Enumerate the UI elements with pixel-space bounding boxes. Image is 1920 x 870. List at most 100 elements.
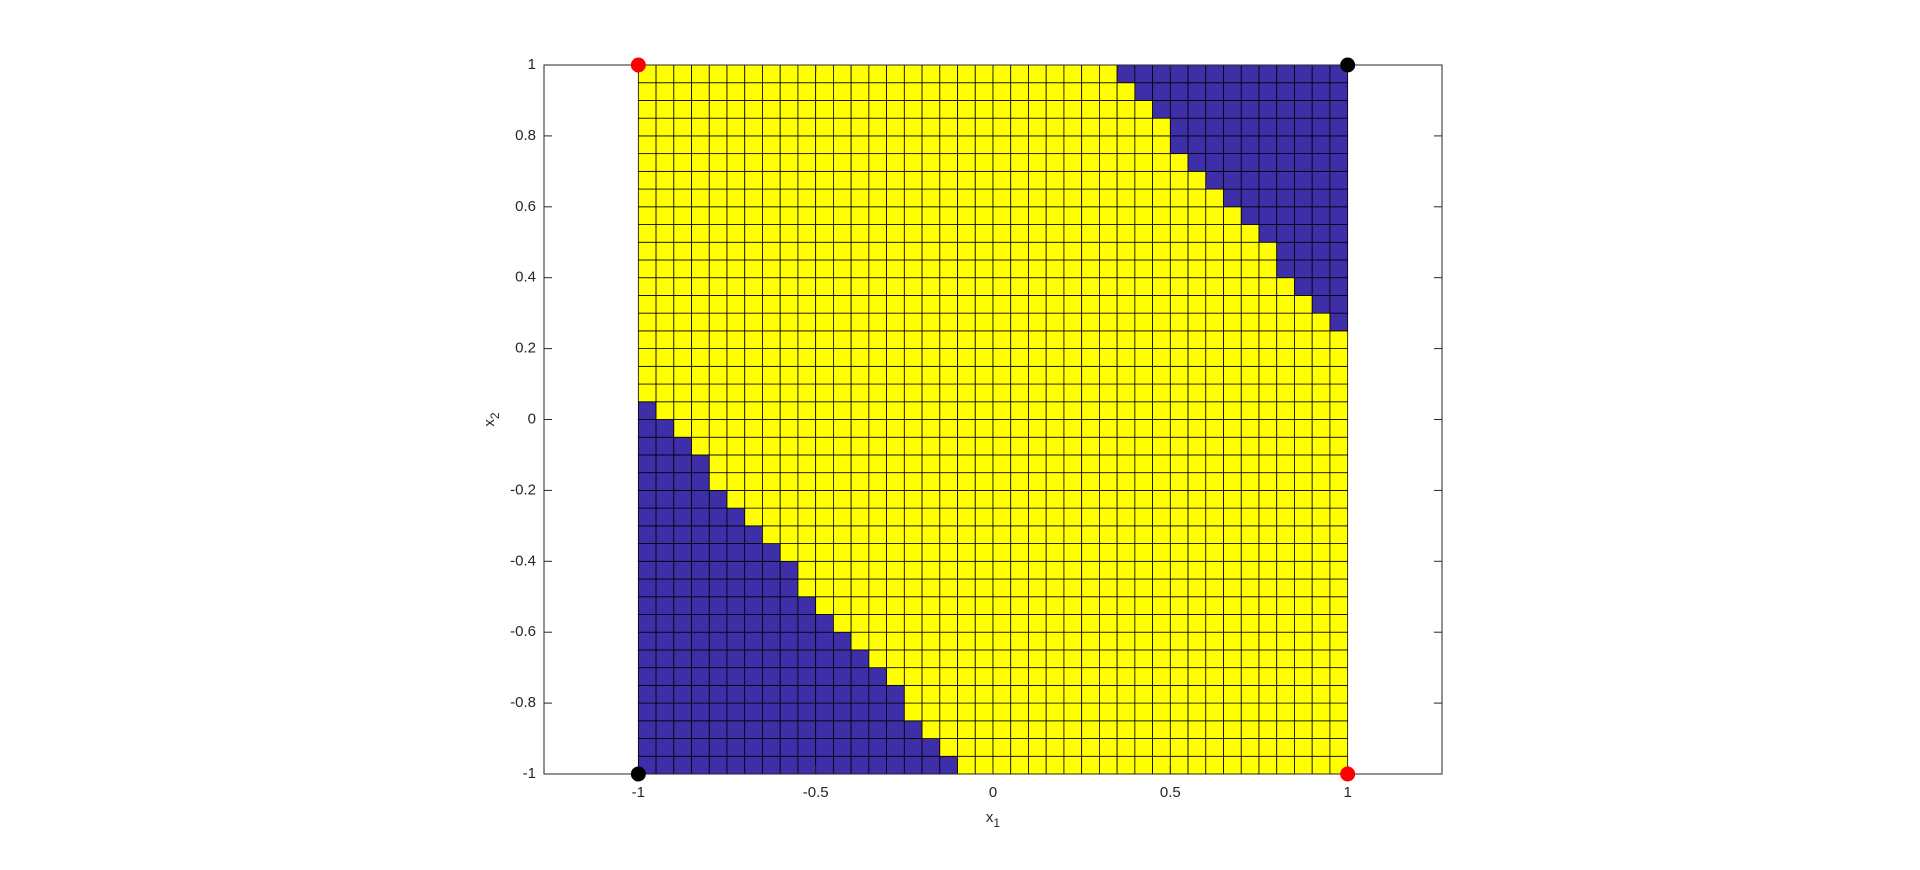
cell (957, 684, 976, 704)
cell (779, 277, 799, 296)
cell (1098, 82, 1118, 101)
cell (1276, 578, 1295, 598)
cell (1276, 489, 1295, 509)
cell (1028, 507, 1047, 527)
cell (673, 720, 692, 739)
cell (1063, 578, 1083, 598)
cell (939, 436, 958, 456)
cell (673, 543, 692, 562)
cell (708, 259, 728, 279)
cell (868, 472, 888, 491)
cell (1294, 383, 1313, 403)
cell (903, 365, 923, 385)
y-tick-label: 0.8 (515, 127, 536, 144)
cell (1045, 560, 1065, 580)
cell (797, 117, 817, 137)
cell (1240, 472, 1260, 491)
cell (726, 170, 746, 190)
cell (637, 472, 657, 491)
cell (708, 631, 728, 651)
cell (1205, 454, 1224, 474)
cell (850, 330, 870, 350)
cell (1205, 649, 1224, 669)
cell (637, 419, 657, 438)
cell (1028, 738, 1047, 757)
cell (1223, 224, 1242, 243)
cell (1010, 153, 1029, 172)
cell (868, 738, 888, 757)
cell (691, 188, 710, 208)
cell (992, 330, 1012, 350)
cell (1169, 454, 1189, 474)
cell (1276, 507, 1295, 527)
cell (850, 100, 870, 119)
cell (1010, 348, 1029, 367)
cell (1134, 667, 1153, 686)
cell (762, 738, 781, 757)
cell (1311, 614, 1331, 633)
cell (868, 401, 888, 420)
cell (921, 684, 941, 704)
cell (1276, 419, 1295, 438)
cell (1329, 507, 1349, 527)
cell (1311, 206, 1331, 225)
cell (779, 312, 799, 332)
cell (673, 64, 692, 84)
cell (1098, 507, 1118, 527)
cell (833, 596, 852, 615)
cell (1152, 241, 1171, 261)
cell (868, 82, 888, 101)
cell (726, 365, 746, 385)
cell (815, 82, 834, 101)
cell (637, 383, 657, 403)
cell (1169, 365, 1189, 385)
cell (921, 312, 941, 332)
cell (1205, 295, 1224, 314)
cell (726, 188, 746, 208)
cell (691, 720, 710, 739)
cell (992, 365, 1012, 385)
cell (762, 330, 781, 350)
y-axis-label-subscript: 2 (488, 412, 502, 419)
cell (1028, 135, 1047, 155)
cell (762, 348, 781, 367)
cell (1276, 100, 1295, 119)
cell (1187, 241, 1207, 261)
cell (1045, 507, 1065, 527)
cell (1276, 135, 1295, 155)
cell (1045, 312, 1065, 332)
cell (691, 631, 710, 651)
cell (833, 702, 852, 722)
cell (1063, 702, 1083, 722)
cell (1010, 525, 1029, 544)
cell (1276, 596, 1295, 615)
cell (957, 596, 976, 615)
cell (779, 720, 799, 739)
cell (1028, 401, 1047, 420)
cell (726, 153, 746, 172)
cell (957, 64, 976, 84)
cell (1223, 667, 1242, 686)
cell (815, 206, 834, 225)
cell (1223, 82, 1242, 101)
cell (992, 755, 1012, 775)
cell (1028, 117, 1047, 137)
cell (1169, 188, 1189, 208)
cell (1063, 489, 1083, 509)
cell (691, 277, 710, 296)
cell (974, 684, 994, 704)
cell (1098, 720, 1118, 739)
cell (797, 383, 817, 403)
cell (1240, 241, 1260, 261)
cell (1063, 631, 1083, 651)
cell (1010, 472, 1029, 491)
cell (797, 755, 817, 775)
cell (655, 170, 675, 190)
cell (833, 295, 852, 314)
cell (974, 596, 994, 615)
cell (815, 153, 834, 172)
cell (868, 507, 888, 527)
cell (939, 507, 958, 527)
cell (886, 170, 905, 190)
cell (886, 525, 905, 544)
